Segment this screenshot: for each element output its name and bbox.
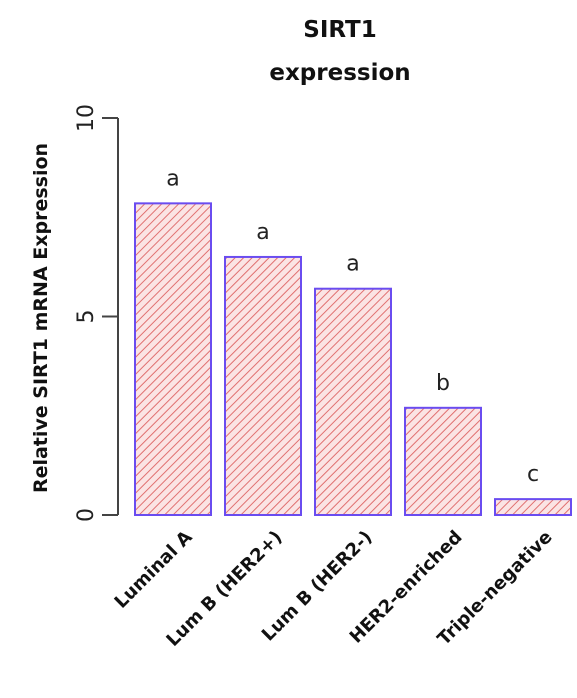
bar <box>494 498 572 516</box>
x-tick-label: Luminal A <box>111 527 197 613</box>
bars <box>134 202 572 516</box>
y-tick-label: 10 <box>74 104 99 132</box>
chart-title-line-1: SIRT1 <box>303 17 377 43</box>
bar <box>134 202 212 516</box>
bar <box>314 287 392 516</box>
y-axis: 0 5 10 <box>74 104 119 522</box>
y-tick-label: 0 <box>74 508 99 522</box>
significance-label: a <box>256 220 269 245</box>
chart-title-line-2: expression <box>269 60 410 86</box>
bar <box>224 255 302 516</box>
bar <box>404 406 482 516</box>
significance-label: c <box>527 462 539 487</box>
significance-labels: a a a b c <box>166 166 539 487</box>
significance-label: b <box>436 371 450 396</box>
y-tick-label: 5 <box>74 310 99 324</box>
y-axis-label: Relative SIRT1 mRNA Expression <box>30 143 52 493</box>
significance-label: a <box>346 252 359 277</box>
significance-label: a <box>166 166 179 191</box>
